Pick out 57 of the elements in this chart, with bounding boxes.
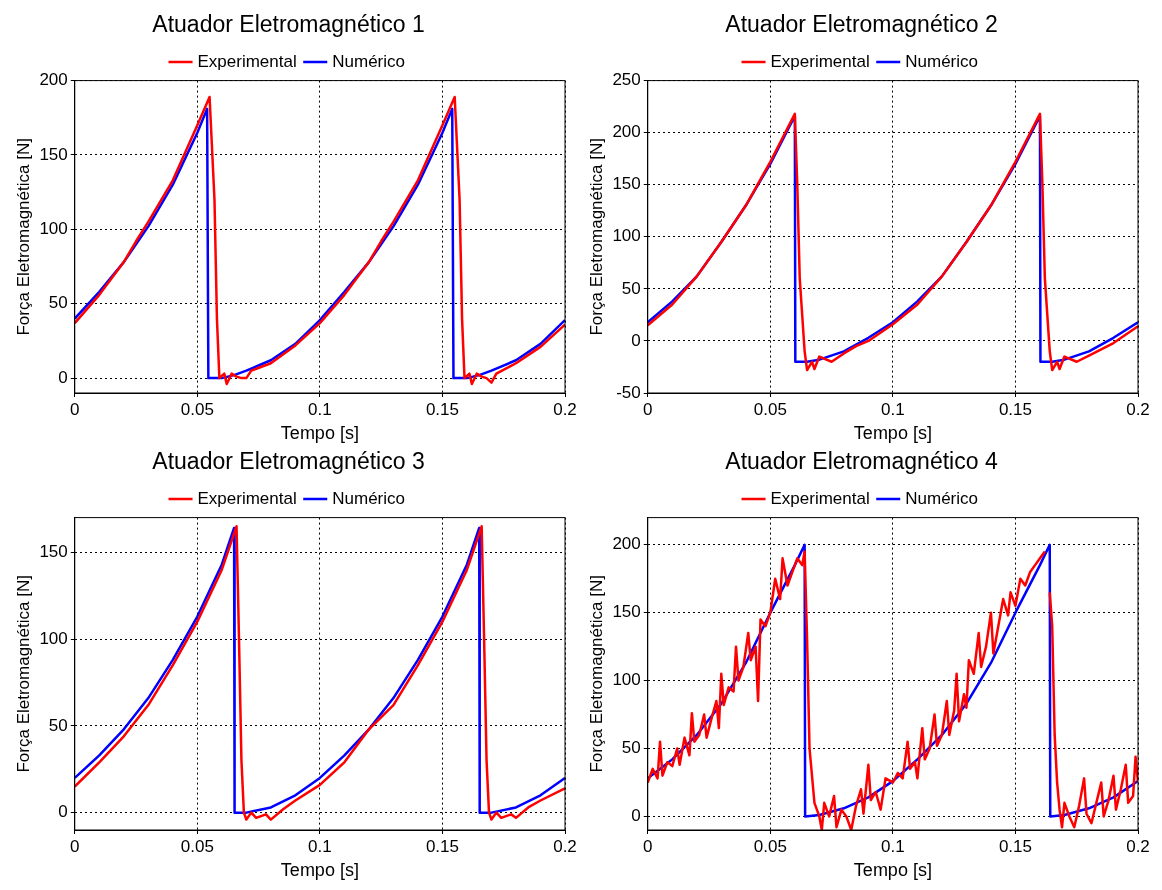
y-tick-label: 100 xyxy=(612,670,641,690)
x-tick-label: 0.1 xyxy=(881,836,905,856)
y-axis-title: Força Eletromagnética [N] xyxy=(586,138,606,336)
chart-title: Atuador Eletromagnético 3 xyxy=(152,448,425,475)
x-tick-label: 0.1 xyxy=(308,836,332,856)
y-tick-label: 0 xyxy=(631,806,641,826)
x-tick-label: 0.1 xyxy=(308,399,332,419)
y-tick-label: 0 xyxy=(58,367,68,387)
x-tick-label: 0.2 xyxy=(1126,399,1150,419)
chart-title: Atuador Eletromagnético 1 xyxy=(152,11,425,38)
y-axis-title: Força Eletromagnética [N] xyxy=(586,575,606,773)
x-tick-label: 0.05 xyxy=(180,836,214,856)
x-tick-label: 0.1 xyxy=(881,399,905,419)
legend-label: Experimental xyxy=(770,51,870,71)
y-tick-label: 250 xyxy=(612,70,641,90)
legend-label: Numérico xyxy=(332,51,405,71)
x-axis-title: Tempo [s] xyxy=(280,860,359,881)
x-tick-label: 0.05 xyxy=(180,399,214,419)
x-tick-label: 0.2 xyxy=(553,836,577,856)
x-tick-label: 0.15 xyxy=(998,399,1032,419)
y-tick-label: -50 xyxy=(616,382,641,402)
legend-label: Numérico xyxy=(905,488,978,508)
y-tick-label: 50 xyxy=(621,278,641,298)
legend-label: Experimental xyxy=(770,488,870,508)
y-tick-label: 50 xyxy=(48,293,68,313)
y-axis-title: Força Eletromagnética [N] xyxy=(13,575,33,773)
legend-label: Experimental xyxy=(197,51,297,71)
x-tick-label: 0.2 xyxy=(1126,836,1150,856)
legend-label: Experimental xyxy=(197,488,297,508)
x-tick-label: 0.15 xyxy=(425,836,459,856)
x-tick-label: 0.15 xyxy=(425,399,459,419)
x-axis-title: Tempo [s] xyxy=(280,423,359,444)
y-tick-label: 100 xyxy=(39,628,68,648)
y-axis-title: Força Eletromagnética [N] xyxy=(13,138,33,336)
y-tick-label: 50 xyxy=(48,715,68,735)
y-tick-label: 50 xyxy=(621,738,641,758)
y-tick-label: 0 xyxy=(631,330,641,350)
y-tick-label: 150 xyxy=(39,542,68,561)
y-tick-label: 150 xyxy=(39,144,68,164)
y-tick-label: 150 xyxy=(612,602,641,622)
y-tick-label: 200 xyxy=(39,70,68,90)
x-tick-label: 0.15 xyxy=(998,836,1032,856)
y-tick-label: 150 xyxy=(612,174,641,194)
x-tick-label: 0.05 xyxy=(753,399,787,419)
x-tick-label: 0.05 xyxy=(753,836,787,856)
y-tick-label: 0 xyxy=(58,802,68,822)
legend-label: Numérico xyxy=(905,51,978,71)
y-tick-label: 100 xyxy=(612,226,641,246)
y-tick-label: 200 xyxy=(612,534,641,554)
y-tick-label: 100 xyxy=(39,219,68,239)
legend-label: Numérico xyxy=(332,488,405,508)
chart-title: Atuador Eletromagnético 4 xyxy=(725,448,998,475)
chart-title: Atuador Eletromagnético 2 xyxy=(725,11,998,38)
x-tick-label: 0.2 xyxy=(553,399,577,419)
x-axis-title: Tempo [s] xyxy=(853,860,932,881)
y-tick-label: 200 xyxy=(612,122,641,142)
x-axis-title: Tempo [s] xyxy=(853,423,932,444)
